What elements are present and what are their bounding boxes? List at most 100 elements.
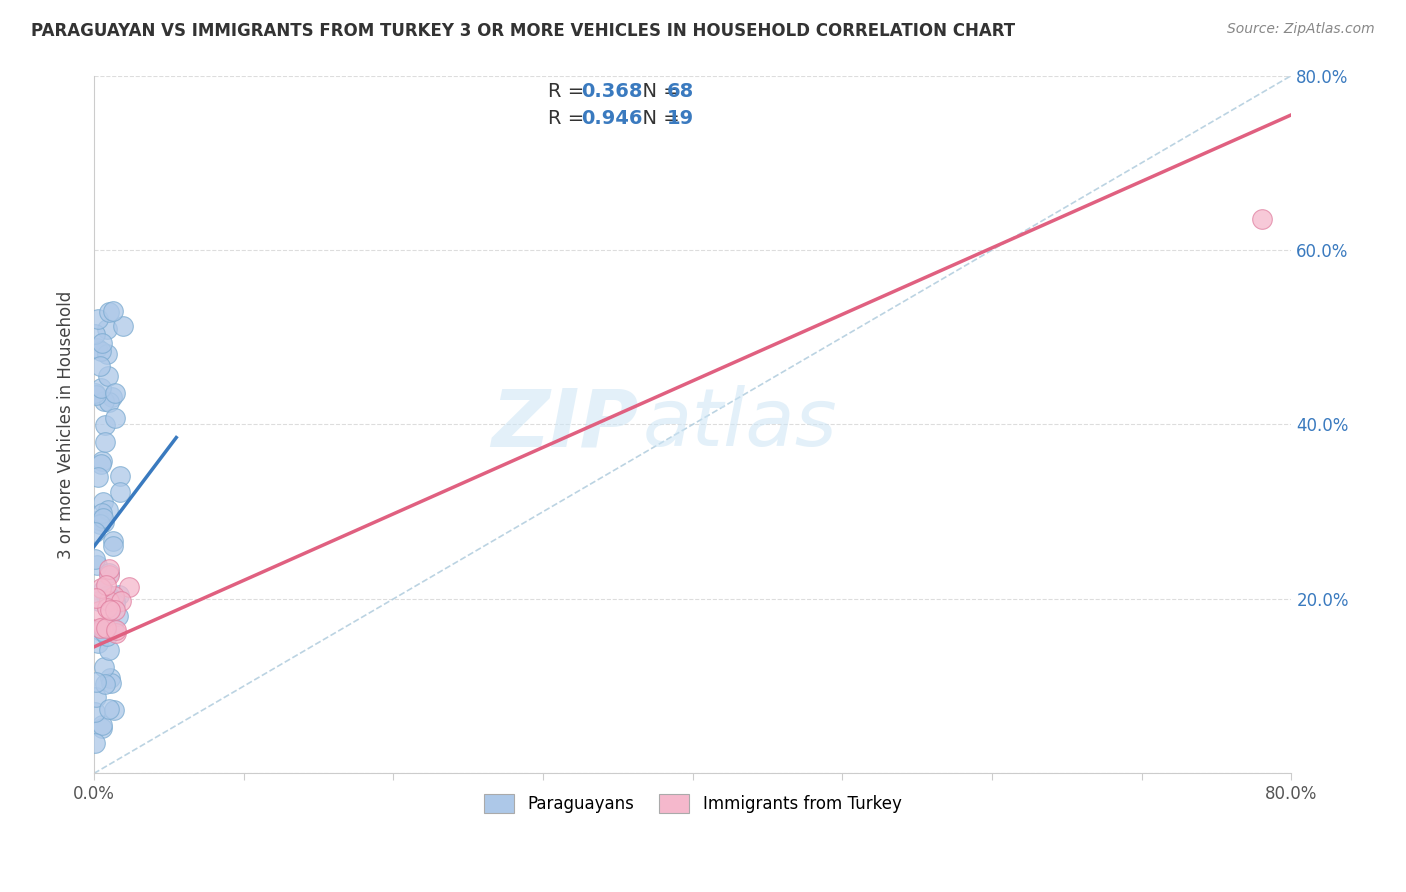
- Point: [86, 690, 108, 704]
- Point: [111, 319, 134, 334]
- Point: [108, 587, 131, 601]
- Text: PARAGUAYAN VS IMMIGRANTS FROM TURKEY 3 OR MORE VEHICLES IN HOUSEHOLD CORRELATION: PARAGUAYAN VS IMMIGRANTS FROM TURKEY 3 O…: [31, 22, 1015, 40]
- Point: [86, 341, 108, 355]
- Point: [87, 312, 110, 326]
- Point: [96, 321, 118, 335]
- Point: [97, 503, 120, 517]
- Point: [1250, 212, 1272, 227]
- Point: [90, 336, 112, 351]
- Point: [104, 411, 127, 425]
- Point: [84, 327, 107, 342]
- Point: [110, 594, 132, 608]
- Point: [108, 468, 131, 483]
- Point: [90, 624, 112, 639]
- Point: [100, 591, 122, 605]
- Point: [87, 636, 110, 650]
- Point: [101, 539, 124, 553]
- Point: [108, 484, 131, 499]
- Point: [86, 558, 108, 573]
- Point: [84, 552, 107, 566]
- Point: [89, 513, 111, 527]
- Point: [103, 621, 125, 635]
- Text: 0.946: 0.946: [581, 109, 643, 128]
- Point: [103, 703, 125, 717]
- Point: [98, 642, 121, 657]
- Point: [90, 506, 112, 520]
- Text: Source: ZipAtlas.com: Source: ZipAtlas.com: [1227, 22, 1375, 37]
- Point: [89, 593, 111, 607]
- Point: [98, 567, 121, 582]
- Point: [96, 601, 118, 615]
- Point: [97, 702, 120, 716]
- Point: [97, 368, 120, 383]
- Point: [84, 525, 107, 540]
- Point: [104, 602, 127, 616]
- Point: [84, 705, 107, 719]
- Point: [91, 620, 114, 634]
- Point: [105, 626, 128, 640]
- Point: [104, 623, 127, 637]
- Point: [97, 594, 120, 608]
- Point: [90, 457, 112, 471]
- Point: [93, 393, 115, 408]
- Point: [90, 718, 112, 732]
- Point: [97, 562, 120, 576]
- Point: [84, 674, 107, 689]
- Point: [101, 533, 124, 548]
- Point: [89, 359, 111, 373]
- Text: atlas: atlas: [643, 385, 837, 464]
- Point: [94, 676, 117, 690]
- Point: [89, 621, 111, 635]
- Text: 68: 68: [666, 82, 693, 101]
- Point: [94, 621, 117, 635]
- Point: [91, 511, 114, 525]
- Point: [87, 469, 110, 483]
- Point: [84, 386, 107, 401]
- Point: [90, 454, 112, 468]
- Text: N =: N =: [630, 109, 686, 128]
- Point: [103, 589, 125, 603]
- Point: [107, 609, 129, 624]
- Point: [104, 597, 127, 611]
- Point: [93, 624, 115, 639]
- Point: [84, 388, 107, 402]
- Point: [89, 344, 111, 359]
- Point: [104, 593, 127, 607]
- Point: [93, 417, 115, 432]
- Text: R =: R =: [548, 82, 591, 101]
- Point: [89, 517, 111, 532]
- Text: 0.368: 0.368: [581, 82, 643, 101]
- Point: [91, 495, 114, 509]
- Point: [96, 629, 118, 643]
- Point: [91, 622, 114, 636]
- Point: [89, 604, 111, 618]
- Text: N =: N =: [630, 82, 686, 101]
- Legend: Paraguayans, Immigrants from Turkey: Paraguayans, Immigrants from Turkey: [472, 781, 912, 824]
- Point: [118, 580, 141, 594]
- Point: [93, 515, 115, 529]
- Point: [103, 304, 125, 318]
- Point: [97, 395, 120, 409]
- Point: [89, 381, 111, 395]
- Point: [90, 721, 112, 735]
- Point: [97, 588, 120, 602]
- Point: [98, 566, 121, 580]
- Point: [91, 583, 114, 598]
- Point: [98, 671, 121, 685]
- Point: [86, 591, 108, 606]
- Point: [100, 603, 122, 617]
- Point: [90, 581, 112, 595]
- Point: [96, 346, 118, 360]
- Text: 19: 19: [666, 109, 693, 128]
- Point: [93, 659, 115, 673]
- Point: [94, 435, 117, 450]
- Point: [94, 589, 117, 603]
- Point: [100, 675, 122, 690]
- Point: [104, 386, 127, 401]
- Y-axis label: 3 or more Vehicles in Household: 3 or more Vehicles in Household: [58, 291, 75, 558]
- Point: [94, 578, 117, 592]
- Point: [100, 390, 122, 404]
- Point: [84, 736, 107, 750]
- Text: R =: R =: [548, 109, 591, 128]
- Text: ZIP: ZIP: [492, 385, 638, 464]
